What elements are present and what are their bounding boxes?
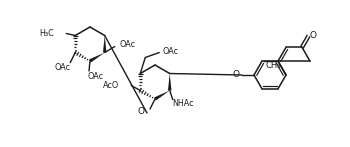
Text: O: O [137,107,144,117]
Text: OAc: OAc [88,71,104,81]
Text: H₃C: H₃C [40,29,54,38]
Polygon shape [103,35,106,52]
Text: O: O [232,70,239,78]
Text: CH₃: CH₃ [265,61,280,70]
Text: AcO: AcO [103,81,119,90]
Text: OAc: OAc [162,47,178,56]
Text: OAc: OAc [120,40,136,49]
Polygon shape [154,91,170,101]
Text: O: O [309,31,316,40]
Text: NHAc: NHAc [172,99,194,108]
Text: OAc: OAc [54,63,70,72]
Polygon shape [168,74,172,91]
Polygon shape [89,52,105,62]
